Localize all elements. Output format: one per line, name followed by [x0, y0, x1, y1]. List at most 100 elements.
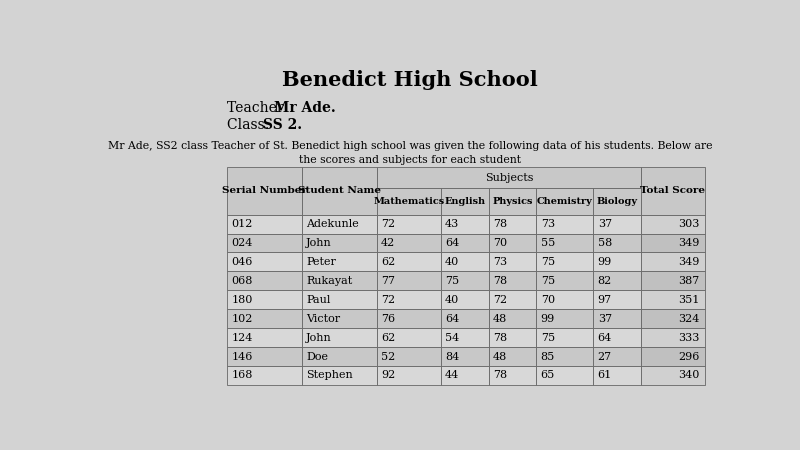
Text: 78: 78	[493, 276, 507, 286]
Bar	[441, 215, 489, 234]
Text: 85: 85	[541, 351, 555, 361]
Text: 64: 64	[598, 333, 612, 342]
Text: 78: 78	[493, 370, 507, 380]
Text: Student Name: Student Name	[298, 186, 381, 195]
Text: 76: 76	[381, 314, 395, 324]
Text: Teacher:: Teacher:	[227, 101, 293, 115]
Text: Mathematics: Mathematics	[374, 197, 445, 206]
Text: 024: 024	[231, 238, 253, 248]
Text: English: English	[444, 197, 486, 206]
Text: 70: 70	[541, 295, 554, 305]
Bar	[377, 252, 441, 271]
Text: Paul: Paul	[306, 295, 330, 305]
Text: Total Score: Total Score	[640, 186, 706, 195]
Bar	[489, 189, 536, 215]
Bar	[227, 234, 302, 252]
Bar	[377, 189, 441, 215]
Bar	[594, 309, 641, 328]
Text: Physics: Physics	[492, 197, 533, 206]
Text: 124: 124	[231, 333, 253, 342]
Text: Mr Ade, SS2 class Teacher of St. Benedict high school was given the following da: Mr Ade, SS2 class Teacher of St. Benedic…	[108, 141, 712, 165]
Bar	[489, 290, 536, 309]
Bar	[227, 215, 302, 234]
Bar	[594, 328, 641, 347]
Text: Class:: Class:	[227, 118, 274, 132]
Bar	[536, 234, 594, 252]
Bar	[536, 271, 594, 290]
Bar	[641, 166, 705, 215]
Bar	[536, 215, 594, 234]
Bar	[594, 234, 641, 252]
Text: 75: 75	[445, 276, 459, 286]
Bar	[441, 290, 489, 309]
Bar	[302, 271, 377, 290]
Text: 48: 48	[493, 351, 507, 361]
Text: Biology: Biology	[597, 197, 638, 206]
Bar	[302, 328, 377, 347]
Text: 349: 349	[678, 257, 699, 267]
Bar	[489, 328, 536, 347]
Bar	[594, 271, 641, 290]
Bar	[302, 347, 377, 366]
Bar	[441, 309, 489, 328]
Text: 62: 62	[381, 257, 395, 267]
Text: 62: 62	[381, 333, 395, 342]
Bar	[377, 309, 441, 328]
Text: 387: 387	[678, 276, 699, 286]
Bar	[536, 309, 594, 328]
Bar	[536, 189, 594, 215]
Text: 37: 37	[598, 314, 612, 324]
Text: 54: 54	[445, 333, 459, 342]
Text: 012: 012	[231, 219, 253, 229]
Bar	[377, 347, 441, 366]
Bar	[302, 234, 377, 252]
Bar	[594, 215, 641, 234]
Text: SS 2.: SS 2.	[263, 118, 302, 132]
Bar	[441, 252, 489, 271]
Bar	[441, 189, 489, 215]
Text: 97: 97	[598, 295, 612, 305]
Bar	[441, 366, 489, 385]
Bar	[641, 215, 705, 234]
Bar	[377, 166, 641, 189]
Bar	[594, 290, 641, 309]
Text: 349: 349	[678, 238, 699, 248]
Text: 75: 75	[541, 276, 554, 286]
Text: 340: 340	[678, 370, 699, 380]
Text: Adekunle: Adekunle	[306, 219, 359, 229]
Text: 75: 75	[541, 333, 554, 342]
Bar	[641, 309, 705, 328]
Text: 72: 72	[381, 219, 395, 229]
Text: 046: 046	[231, 257, 253, 267]
Bar	[441, 347, 489, 366]
Text: 92: 92	[381, 370, 395, 380]
Text: Serial Number: Serial Number	[222, 186, 307, 195]
Bar	[489, 215, 536, 234]
Bar	[227, 166, 302, 215]
Bar	[302, 166, 377, 215]
Text: 77: 77	[381, 276, 395, 286]
Text: 27: 27	[598, 351, 612, 361]
Text: 75: 75	[541, 257, 554, 267]
Bar	[227, 290, 302, 309]
Text: 303: 303	[678, 219, 699, 229]
Bar	[227, 347, 302, 366]
Text: 84: 84	[445, 351, 459, 361]
Text: 168: 168	[231, 370, 253, 380]
Text: 65: 65	[541, 370, 555, 380]
Text: 40: 40	[445, 257, 459, 267]
Text: 73: 73	[541, 219, 554, 229]
Bar	[302, 252, 377, 271]
Bar	[227, 366, 302, 385]
Bar	[377, 271, 441, 290]
Bar	[594, 252, 641, 271]
Text: 351: 351	[678, 295, 699, 305]
Text: Mr Ade.: Mr Ade.	[274, 101, 335, 115]
Text: 99: 99	[541, 314, 555, 324]
Text: 146: 146	[231, 351, 253, 361]
Bar	[302, 290, 377, 309]
Text: 64: 64	[445, 238, 459, 248]
Text: 333: 333	[678, 333, 699, 342]
Bar	[227, 252, 302, 271]
Bar	[377, 290, 441, 309]
